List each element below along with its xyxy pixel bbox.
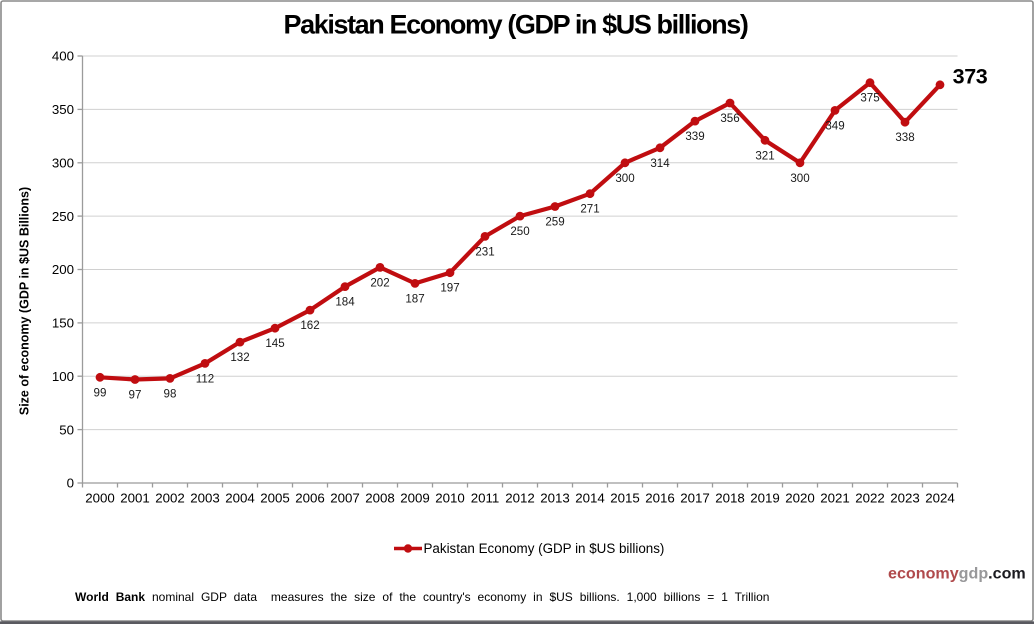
svg-text:202: 202	[370, 276, 389, 289]
svg-text:356: 356	[720, 112, 739, 125]
svg-text:2000: 2000	[85, 491, 115, 506]
svg-text:259: 259	[545, 216, 564, 229]
svg-text:100: 100	[52, 369, 74, 384]
svg-text:250: 250	[510, 225, 529, 238]
svg-text:0: 0	[67, 476, 74, 491]
svg-text:300: 300	[790, 172, 809, 185]
svg-text:350: 350	[52, 102, 74, 117]
svg-text:400: 400	[52, 49, 74, 64]
svg-text:300: 300	[52, 155, 74, 170]
svg-text:197: 197	[440, 282, 459, 295]
svg-text:321: 321	[755, 149, 774, 162]
svg-text:314: 314	[650, 157, 670, 170]
svg-text:2016: 2016	[645, 491, 675, 506]
svg-text:375: 375	[860, 92, 879, 105]
svg-text:271: 271	[580, 203, 599, 216]
svg-text:2004: 2004	[225, 491, 255, 506]
svg-text:economygdp.com: economygdp.com	[888, 565, 1026, 583]
svg-text:162: 162	[300, 319, 319, 332]
svg-text:Pakistan Economy (GDP in $US b: Pakistan Economy (GDP in $US billions)	[284, 10, 748, 40]
svg-text:2011: 2011	[471, 491, 500, 506]
svg-text:2007: 2007	[330, 491, 360, 506]
svg-text:250: 250	[52, 209, 74, 224]
svg-text:2006: 2006	[295, 491, 325, 506]
svg-text:2001: 2001	[120, 491, 150, 506]
svg-text:2024: 2024	[925, 491, 955, 506]
svg-text:Size of economy (GDP in $US Bi: Size of economy (GDP in $US Billions)	[18, 187, 32, 415]
svg-text:112: 112	[196, 372, 214, 385]
svg-text:2010: 2010	[435, 491, 465, 506]
svg-text:373: 373	[953, 65, 988, 89]
svg-text:184: 184	[335, 296, 355, 309]
svg-text:145: 145	[265, 337, 284, 350]
svg-text:132: 132	[230, 351, 249, 364]
svg-text:2021: 2021	[820, 491, 850, 506]
svg-text:2019: 2019	[750, 491, 780, 506]
svg-text:2015: 2015	[610, 491, 640, 506]
svg-text:2002: 2002	[155, 491, 185, 506]
svg-text:97: 97	[129, 389, 142, 402]
svg-text:2012: 2012	[505, 491, 535, 506]
svg-text:50: 50	[59, 422, 74, 437]
svg-text:231: 231	[475, 245, 494, 258]
svg-text:349: 349	[825, 119, 844, 132]
svg-text:2013: 2013	[540, 491, 570, 506]
svg-text:2009: 2009	[400, 491, 430, 506]
svg-text:150: 150	[52, 316, 74, 331]
svg-text:2003: 2003	[190, 491, 220, 506]
svg-text:2017: 2017	[680, 491, 710, 506]
svg-text:98: 98	[164, 387, 177, 400]
svg-text:2014: 2014	[575, 491, 605, 506]
svg-text:2023: 2023	[890, 491, 920, 506]
svg-text:200: 200	[52, 262, 74, 277]
svg-text:2020: 2020	[785, 491, 815, 506]
svg-text:Pakistan Economy (GDP in $US b: Pakistan Economy (GDP in $US billions)	[424, 541, 665, 556]
svg-text:300: 300	[615, 172, 634, 185]
svg-text:World Bank nominal GDP data m: World Bank nominal GDP data measures the…	[75, 590, 769, 604]
svg-text:99: 99	[94, 386, 107, 399]
svg-text:338: 338	[895, 131, 914, 144]
svg-text:2018: 2018	[715, 491, 745, 506]
svg-text:2005: 2005	[260, 491, 290, 506]
svg-text:339: 339	[685, 130, 704, 143]
svg-text:2022: 2022	[855, 491, 885, 506]
svg-text:187: 187	[405, 292, 424, 305]
svg-text:2008: 2008	[365, 491, 395, 506]
